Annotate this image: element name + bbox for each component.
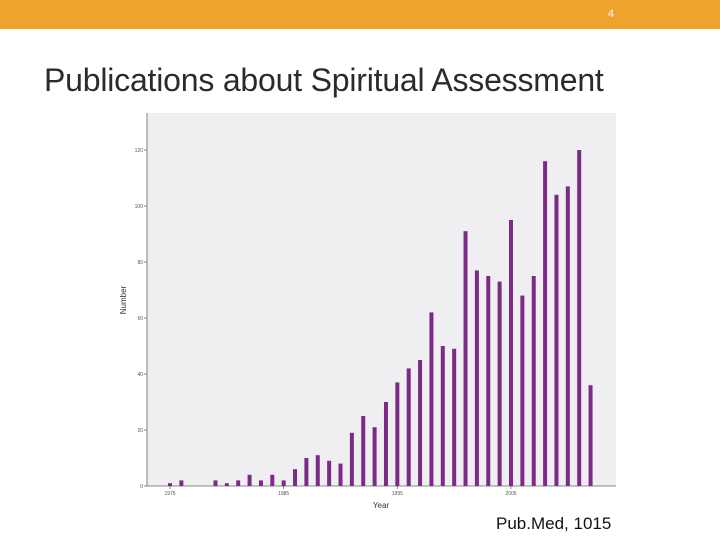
bar-1993 [372,427,377,486]
y-tick-label: 120 [135,148,144,154]
y-tick-label: 20 [137,428,143,434]
bar-1984 [270,474,275,486]
bar-1991 [349,432,354,486]
bar-1999 [440,346,445,486]
slide-number: 4 [607,8,614,20]
bar-1997 [418,360,423,486]
bar-2007 [531,276,536,486]
bar-1985 [281,480,286,486]
bar-2003 [486,276,491,486]
x-axis-label: Year [373,501,390,510]
bar-1983 [258,480,263,486]
bar-2012 [588,385,593,486]
y-tick-label: 40 [137,372,143,378]
y-tick-label: 100 [135,204,144,210]
bar-1994 [383,402,388,486]
bar-1975 [168,483,172,486]
bar-1992 [361,416,366,486]
bar-1990 [338,463,343,486]
x-tick-label: 1975 [164,491,175,497]
bar-1988 [315,455,320,486]
bar-2011 [577,150,582,486]
bar-2010 [565,186,570,486]
y-axis-label: Number [119,285,128,314]
bar-1986 [293,469,298,486]
bar-1976 [179,480,184,486]
bar-1981 [236,480,241,486]
bar-2005 [509,220,513,486]
bar-1982 [247,474,252,486]
bar-1979 [213,480,218,486]
header-bar: 4 [0,0,720,29]
bar-1998 [429,312,434,486]
bar-2004 [497,281,502,486]
bar-1987 [304,458,309,486]
x-axis-ticks: 1975 1985 1995 2005 [164,486,517,497]
x-tick-label: 1995 [392,491,403,497]
y-tick-label: 0 [140,484,143,490]
source-note: Pub.Med, 1015 [496,514,612,533]
bar-2001 [463,231,468,486]
slide-title: Publications about Spiritual Assessment [44,62,604,98]
x-tick-label: 1985 [278,491,289,497]
bar-2008 [543,161,548,486]
bar-1996 [406,368,411,486]
bar-2000 [452,348,457,486]
bar-1980 [224,483,229,486]
bar-2009 [554,194,559,487]
bar-2006 [520,295,525,486]
y-axis-ticks: 0 20 40 60 80 100 120 [135,148,147,490]
plot-background [147,113,616,486]
bar-series [168,150,593,487]
bar-1995 [395,382,400,486]
bar-1989 [327,460,332,486]
y-tick-label: 80 [137,260,143,266]
bar-2002 [474,270,479,486]
x-tick-label: 2005 [505,491,516,497]
y-tick-label: 60 [137,316,143,322]
